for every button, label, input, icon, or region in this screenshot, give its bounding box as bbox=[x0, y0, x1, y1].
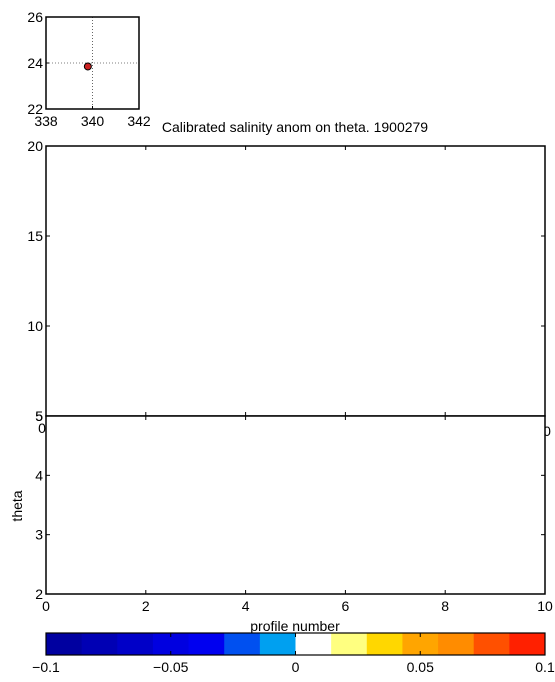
lower-x-tick-label: 6 bbox=[342, 598, 350, 614]
lower-x-tick-label: 4 bbox=[242, 598, 250, 614]
lower-x-tick-label: 2 bbox=[142, 598, 150, 614]
lower-y-tick-label: 4 bbox=[35, 467, 43, 483]
upper-y-tick-label: 5 bbox=[35, 408, 43, 424]
colorbar-cell bbox=[224, 633, 261, 655]
inset-x-tick-label: 338 bbox=[34, 113, 58, 129]
colorbar-tick-label: 0 bbox=[292, 659, 300, 675]
colorbar-cell bbox=[152, 633, 190, 655]
colorbar-cell bbox=[188, 633, 225, 655]
lower-y-tick-label: 2 bbox=[35, 586, 43, 602]
colorbar-cell bbox=[117, 633, 154, 655]
lower-y-tick-label: 3 bbox=[35, 527, 43, 543]
colorbar-cell bbox=[438, 633, 475, 655]
lower-x-tick-label: 0 bbox=[42, 598, 50, 614]
lower-x-tick-label: 8 bbox=[441, 598, 449, 614]
colorbar: −0.1 −0.05 0 0.05 0.1 bbox=[32, 632, 555, 675]
colorbar-cell bbox=[259, 633, 296, 655]
colorbar-tick-label: −0.05 bbox=[153, 659, 189, 675]
colorbar-cells bbox=[46, 633, 546, 655]
upper-y-tick-label: 10 bbox=[27, 318, 43, 334]
inset-points bbox=[83, 62, 92, 71]
colorbar-cell bbox=[331, 633, 368, 655]
inset-y-tick-label: 22 bbox=[27, 101, 43, 117]
inset-ticks: 338 340 342 22 24 26 bbox=[27, 9, 150, 129]
location-inset-map: 338 340 342 22 24 26 bbox=[27, 9, 150, 129]
lower-y-tick-label: 5 bbox=[35, 408, 43, 424]
colorbar-cell bbox=[81, 633, 118, 655]
inset-grid bbox=[46, 17, 139, 109]
colorbar-cell bbox=[366, 633, 403, 655]
colorbar-tick-label: −0.1 bbox=[32, 659, 60, 675]
upper-x-tick-label: 0 bbox=[543, 423, 551, 439]
y-axis-label: theta bbox=[9, 490, 25, 521]
lower-panel-frame bbox=[45, 415, 546, 595]
upper-y-tick-label: 20 bbox=[27, 138, 43, 154]
inset-x-tick-label: 342 bbox=[127, 113, 151, 129]
colorbar-ticks: −0.1 −0.05 0 0.05 0.1 bbox=[32, 633, 555, 675]
upper-x-tick-label: 0 bbox=[38, 420, 46, 436]
upper-panel-frame bbox=[45, 145, 546, 417]
lower-x-tick-label: 10 bbox=[537, 598, 553, 614]
inset-y-tick-label: 24 bbox=[27, 55, 43, 71]
x-axis-label: profile number bbox=[250, 618, 340, 634]
upper-theta-panel: Calibrated salinity anom on theta. 19002… bbox=[27, 119, 551, 439]
colorbar-cell bbox=[295, 633, 332, 655]
colorbar-tick-label: 0.1 bbox=[535, 659, 555, 675]
colorbar-cell bbox=[46, 633, 83, 655]
upper-y-tick-label: 15 bbox=[27, 228, 43, 244]
colorbar-cell bbox=[402, 633, 439, 655]
chart-title: Calibrated salinity anom on theta. 19002… bbox=[162, 119, 428, 135]
inset-y-tick-label: 26 bbox=[27, 9, 43, 25]
colorbar-cell bbox=[473, 633, 510, 655]
inset-x-tick-label: 340 bbox=[81, 113, 105, 129]
float-position-marker bbox=[83, 62, 92, 71]
colorbar-cell bbox=[509, 633, 546, 655]
colorbar-tick-label: 0.05 bbox=[407, 659, 434, 675]
